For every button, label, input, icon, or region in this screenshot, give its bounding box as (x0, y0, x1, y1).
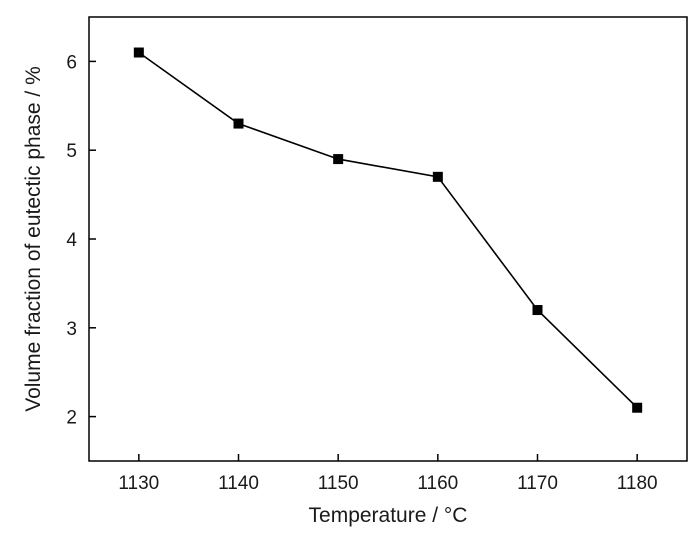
x-tick-label: 1130 (118, 473, 159, 494)
y-axis-title: Volume fraction of eutectic phase / % (22, 66, 45, 412)
x-tick-label: 1180 (617, 473, 658, 494)
data-point-marker (632, 402, 643, 413)
data-point-marker (432, 171, 443, 182)
x-tick-label: 1140 (218, 473, 259, 494)
y-tick-label: 5 (66, 141, 77, 162)
y-tick-label: 2 (66, 408, 77, 429)
y-tick-label: 4 (66, 230, 77, 251)
x-axis-title: Temperature / °C (309, 504, 468, 527)
x-tick-label: 1150 (318, 473, 359, 494)
y-axis: 2 3 4 5 6 (66, 52, 96, 429)
data-point-marker (233, 118, 244, 129)
x-tick-label: 1160 (417, 473, 458, 494)
plot-frame (88, 16, 688, 462)
data-series (133, 47, 643, 413)
x-axis: 1130 1140 1150 1160 1170 1180 (118, 454, 658, 494)
x-tick-label: 1170 (517, 473, 558, 494)
y-tick-label: 3 (66, 319, 77, 340)
series-line (138, 51, 638, 409)
data-point-marker (532, 305, 543, 316)
data-point-marker (133, 47, 144, 58)
data-point-marker (333, 154, 344, 165)
y-tick-label: 6 (66, 52, 77, 73)
